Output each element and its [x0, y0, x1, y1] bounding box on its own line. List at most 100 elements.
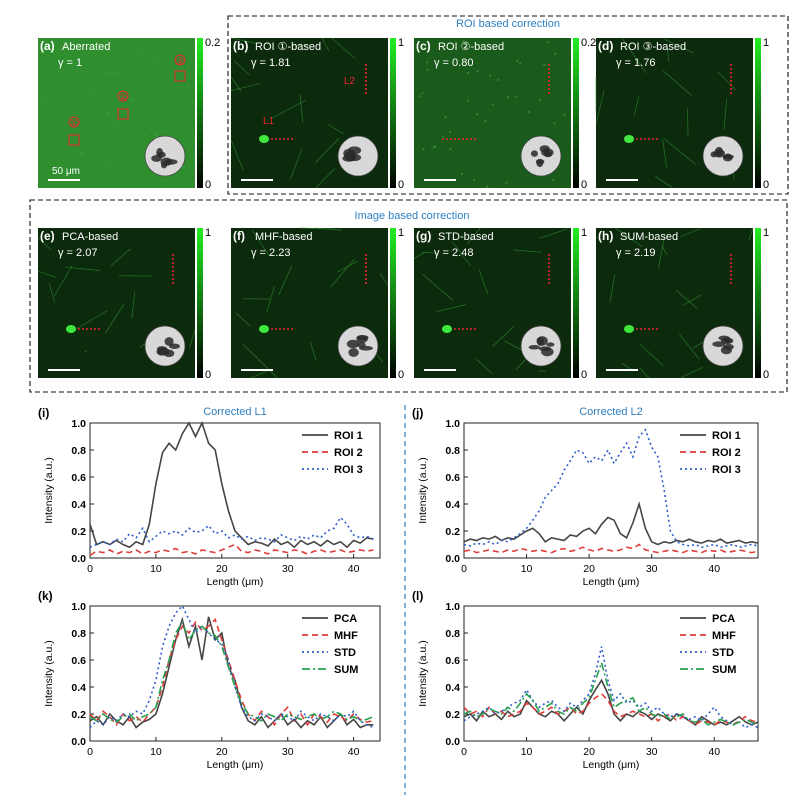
phase-pattern — [346, 339, 360, 349]
roi-label: ③ — [176, 56, 184, 66]
gamma-value: γ = 2.23 — [251, 247, 290, 259]
speckle-dot — [106, 71, 110, 75]
roi-circle — [174, 54, 186, 66]
neural-fiber — [452, 241, 471, 266]
speckle-dot — [491, 103, 495, 106]
speckle-dot — [142, 60, 145, 63]
phase-pattern — [541, 347, 554, 357]
speckle-dot — [113, 120, 117, 124]
neural-fiber — [327, 123, 344, 135]
speckle-dot — [460, 172, 464, 176]
l2-label: L2 — [344, 76, 356, 87]
speckle-dot — [58, 70, 61, 73]
x-tick-label: 40 — [708, 563, 720, 575]
legend-label: ROI 1 — [712, 430, 741, 442]
panel-title: Aberrated — [62, 41, 110, 53]
series-line-roi-2 — [463, 543, 759, 554]
neural-fiber — [278, 265, 293, 296]
x-tick-label: 40 — [708, 746, 720, 758]
colorbar-min: 0 — [581, 369, 587, 381]
speckle-dot — [115, 72, 118, 75]
phase-disk — [144, 325, 186, 367]
neural-fiber — [675, 289, 698, 309]
speckle-dot — [105, 162, 109, 165]
panel-title: PCA-based — [62, 231, 118, 243]
image-group-box — [29, 199, 788, 393]
neural-fiber — [467, 227, 481, 244]
y-axis-label: Intensity (a.u.) — [43, 640, 55, 707]
neural-fiber — [315, 137, 340, 163]
colorbar — [755, 38, 761, 188]
speckle-dot — [420, 92, 424, 95]
colorbar-max: 1 — [763, 37, 769, 49]
legend-label: PCA — [712, 613, 735, 625]
legend-label: ROI 2 — [334, 447, 363, 459]
y-tick-label: 0.0 — [445, 553, 460, 565]
neural-fiber — [131, 292, 135, 319]
plot-tag: (k) — [38, 589, 53, 603]
phase-pattern — [720, 346, 732, 355]
x-axis-label: Length (μm) — [583, 759, 640, 771]
plot-frame — [463, 605, 759, 742]
speckle-dot — [426, 61, 429, 64]
plot-tag: (l) — [412, 589, 423, 603]
image-panel-b: (b) ROI ①-based γ = 1.81 1 0 L1 L2 — [230, 37, 404, 191]
neural-fiber — [336, 260, 358, 273]
plot-frame — [463, 422, 759, 559]
neural-fiber — [309, 341, 317, 361]
neural-fiber — [748, 227, 754, 241]
speckle-dot — [433, 145, 437, 148]
neural-fiber — [413, 251, 426, 259]
speckle-dot — [55, 103, 59, 106]
x-tick-label: 20 — [583, 746, 595, 758]
phase-pattern — [348, 348, 359, 357]
neural-fiber — [615, 227, 643, 247]
image-panels: (a) Aberrated γ = 1 0.2 0 50 μm ③ ② ① (b) ROI ①-ba… — [37, 37, 769, 381]
speckle-dot — [182, 165, 185, 169]
neural-fiber — [655, 176, 674, 189]
neural-fiber — [315, 168, 335, 189]
speckle-dot — [505, 181, 508, 184]
phase-pattern — [712, 341, 726, 347]
neural-fiber — [242, 344, 278, 379]
speckle-dot — [184, 182, 187, 185]
neural-fiber — [621, 362, 632, 371]
panel-title: ROI ③-based — [620, 41, 686, 53]
neural-fiber — [478, 269, 489, 295]
speckle-dot — [506, 96, 510, 99]
roi-group-title: ROI based correction — [456, 18, 560, 30]
gamma-value: γ = 1.76 — [616, 57, 655, 69]
gamma-value: γ = 1 — [58, 57, 82, 69]
phase-pattern — [536, 158, 544, 168]
panel-tag: (b) — [233, 39, 248, 53]
neural-fiber — [723, 98, 728, 131]
speckle-dot — [153, 56, 156, 59]
neural-fiber — [680, 367, 703, 379]
neural-fiber — [235, 312, 251, 327]
neural-fiber — [687, 108, 689, 138]
phase-pattern — [530, 150, 538, 157]
speckle-dot — [63, 184, 66, 188]
phase-pattern — [356, 335, 368, 343]
x-tick-label: 20 — [216, 746, 228, 758]
legend-label: STD — [712, 647, 734, 659]
speckle-dot — [476, 70, 479, 73]
panel-tag: (d) — [598, 39, 613, 53]
speckle-dot — [484, 119, 487, 123]
speckle-dot — [462, 40, 465, 43]
y-axis-label: Intensity (a.u.) — [417, 457, 429, 524]
series-line-std — [463, 646, 759, 729]
y-tick-label: 0.4 — [71, 682, 86, 694]
plot-k: (k) 0.0 0.2 0.4 0.6 0.8 1.0 0 10 20 30 40 Length (μm… — [38, 589, 381, 771]
speckle-dot — [426, 68, 429, 71]
colorbar-min: 0 — [763, 369, 769, 381]
neural-fiber — [633, 96, 640, 117]
neural-fiber — [321, 37, 330, 52]
x-tick-label: 10 — [521, 563, 533, 575]
neural-fiber — [663, 138, 697, 166]
neural-fiber — [73, 310, 108, 331]
colorbar — [755, 228, 761, 378]
phase-pattern — [347, 153, 362, 162]
panel-tag: (f) — [233, 229, 245, 243]
